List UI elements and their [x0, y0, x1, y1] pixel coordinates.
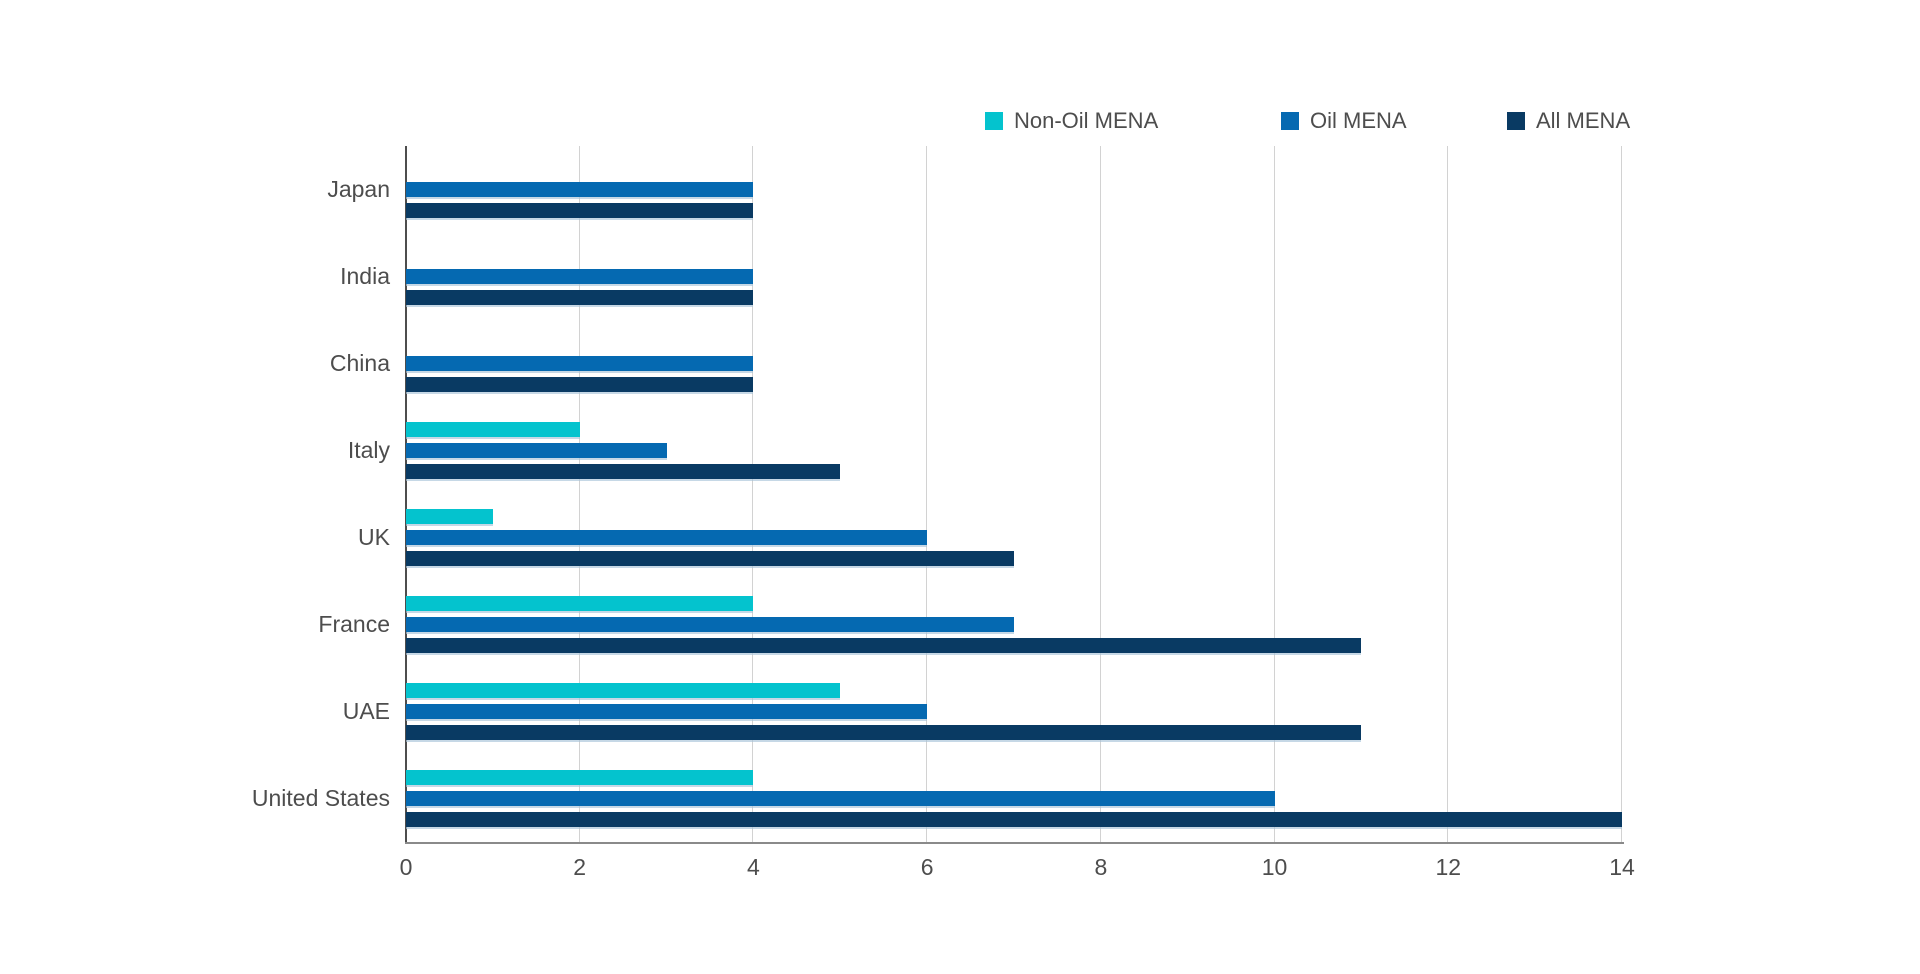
bar-row: United States	[252, 755, 1622, 842]
legend-label: All MENA	[1536, 108, 1631, 133]
bar	[406, 422, 580, 437]
bar	[406, 509, 493, 524]
bar	[406, 269, 754, 284]
bar-row: India	[340, 233, 1622, 320]
x-tick-label: 0	[399, 854, 413, 880]
bar	[406, 356, 754, 371]
legend-label: Oil MENA	[1310, 108, 1407, 133]
category-label: UAE	[342, 698, 390, 724]
bar	[406, 791, 1275, 806]
bar-row: China	[330, 320, 1622, 407]
category-label: Japan	[327, 176, 390, 202]
x-tick-label: 10	[1261, 854, 1288, 880]
gridline	[1447, 146, 1449, 842]
legend-label: Non-Oil MENA	[1014, 108, 1159, 133]
plot-area: 0 2 4 6 8 10 12 14 Japan India China Italy UK France U…	[252, 146, 1635, 880]
gridline	[1099, 146, 1101, 842]
y-axis-line	[405, 146, 407, 842]
bar-row: Japan	[327, 146, 1622, 233]
bar-row: UAE	[343, 668, 1622, 755]
x-tick-label: 12	[1435, 854, 1462, 880]
bar	[406, 638, 1362, 653]
legend-swatch	[1507, 112, 1525, 130]
x-tick-label: 2	[573, 854, 587, 880]
gridline	[578, 146, 580, 842]
bar	[406, 770, 754, 785]
bar-row: Italy	[348, 407, 1622, 494]
category-label: India	[340, 263, 390, 289]
category-label: Italy	[347, 437, 390, 463]
bar	[406, 704, 928, 719]
bar	[406, 725, 1362, 740]
legend-item: All MENA	[1507, 108, 1630, 134]
gridline	[1621, 146, 1622, 842]
gridline	[1273, 146, 1275, 842]
gridline	[926, 146, 928, 842]
x-axis-line	[405, 842, 1624, 844]
x-tick-label: 8	[1094, 854, 1108, 880]
bar	[406, 683, 841, 698]
bar	[406, 443, 667, 458]
gridline	[752, 146, 754, 842]
bar	[406, 596, 754, 611]
bar	[406, 617, 1014, 632]
category-label: UK	[358, 524, 390, 550]
category-label: China	[329, 350, 390, 376]
bar	[406, 203, 754, 218]
x-tick-label: 6	[920, 854, 934, 880]
legend-swatch	[985, 112, 1003, 130]
x-tick-label: 14	[1609, 854, 1635, 880]
legend-swatch	[1281, 112, 1299, 130]
bar-row: UK	[358, 494, 1622, 581]
bar	[406, 290, 754, 305]
x-tick-label: 4	[747, 854, 760, 880]
bar	[406, 530, 928, 545]
bar	[406, 464, 841, 479]
bar-row: France	[318, 581, 1622, 668]
bar	[406, 551, 1014, 566]
bar	[406, 182, 754, 197]
legend-item: Non-Oil MENA	[985, 108, 1158, 134]
legend: Non-Oil MENA Oil MENA All MENA	[0, 0, 1920, 140]
legend-item: Oil MENA	[1281, 108, 1407, 134]
bar	[406, 377, 754, 392]
category-label: France	[318, 611, 390, 637]
category-label: United States	[251, 785, 390, 811]
bar	[406, 812, 1622, 827]
